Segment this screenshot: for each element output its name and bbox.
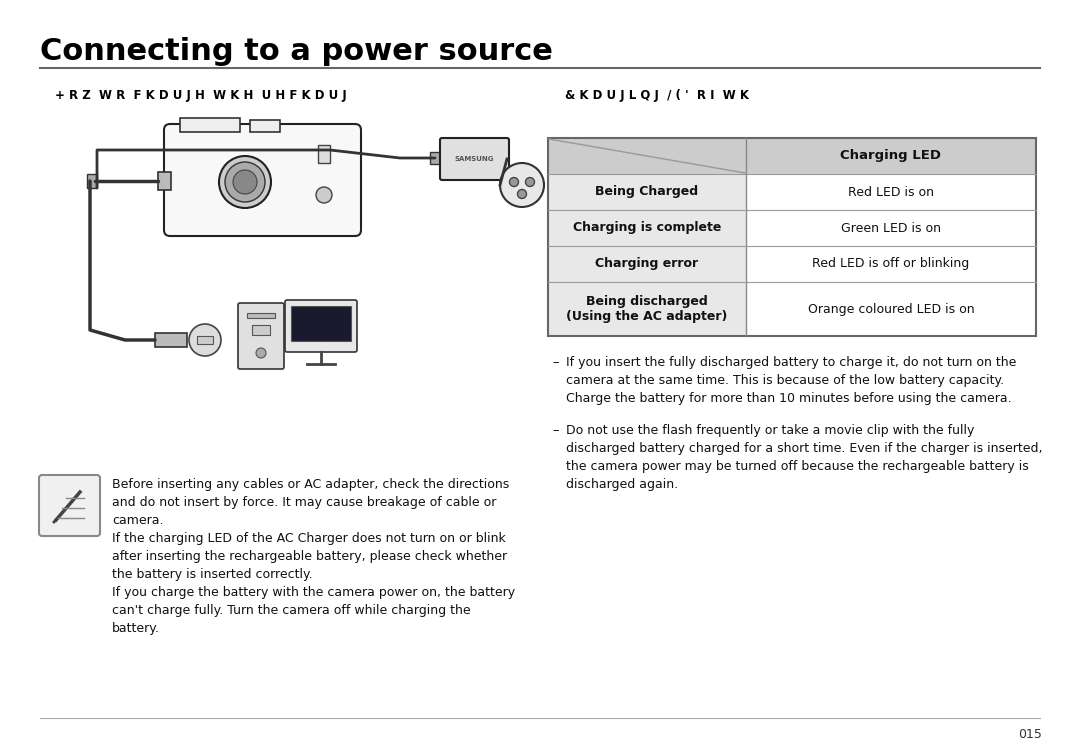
Circle shape — [517, 190, 527, 199]
Text: Connecting to a power source: Connecting to a power source — [40, 38, 553, 66]
Text: If you charge the battery with the camera power on, the battery
can't charge ful: If you charge the battery with the camer… — [112, 586, 515, 635]
Bar — [156, 333, 187, 347]
Bar — [430, 152, 442, 164]
Bar — [197, 336, 213, 344]
Text: Red LED is off or blinking: Red LED is off or blinking — [812, 257, 970, 271]
Text: Charging LED: Charging LED — [840, 150, 942, 162]
Bar — [746, 282, 1036, 336]
Circle shape — [526, 177, 535, 186]
Circle shape — [316, 187, 332, 203]
FancyBboxPatch shape — [39, 475, 100, 536]
Bar — [247, 313, 275, 318]
Bar — [548, 246, 746, 282]
Text: SAMSUNG: SAMSUNG — [455, 156, 494, 162]
Text: Being discharged
(Using the AC adapter): Being discharged (Using the AC adapter) — [566, 295, 728, 323]
FancyBboxPatch shape — [285, 300, 357, 352]
FancyBboxPatch shape — [164, 124, 361, 236]
Text: & K D U J L Q J  / ( '  R I  W K: & K D U J L Q J / ( ' R I W K — [565, 89, 750, 102]
Bar — [180, 118, 240, 132]
Text: Charging error: Charging error — [595, 257, 699, 271]
Circle shape — [233, 170, 257, 194]
Text: –: – — [552, 424, 558, 437]
Bar — [252, 325, 270, 335]
FancyBboxPatch shape — [238, 303, 284, 369]
Text: Before inserting any cables or AC adapter, check the directions
and do not inser: Before inserting any cables or AC adapte… — [112, 478, 510, 527]
Circle shape — [256, 348, 266, 358]
Text: Being Charged: Being Charged — [595, 186, 699, 199]
Bar — [291, 306, 351, 341]
Text: If you insert the fully discharged battery to charge it, do not turn on the
came: If you insert the fully discharged batte… — [566, 356, 1016, 405]
Bar — [318, 145, 330, 163]
Bar — [746, 174, 1036, 210]
Bar — [249, 120, 280, 132]
Circle shape — [510, 177, 518, 186]
Bar — [87, 174, 97, 188]
Text: 015: 015 — [1018, 727, 1042, 741]
Circle shape — [500, 163, 544, 207]
Circle shape — [189, 324, 221, 356]
Text: Orange coloured LED is on: Orange coloured LED is on — [808, 302, 974, 316]
Bar — [548, 174, 746, 210]
Text: Green LED is on: Green LED is on — [841, 222, 941, 235]
Circle shape — [225, 162, 265, 202]
Circle shape — [219, 156, 271, 208]
FancyBboxPatch shape — [440, 138, 509, 180]
Bar — [548, 210, 746, 246]
Text: Charging is complete: Charging is complete — [572, 222, 721, 235]
Text: Red LED is on: Red LED is on — [848, 186, 934, 199]
Bar — [548, 138, 1036, 174]
Text: + R Z  W R  F K D U J H  W K H  U H F K D U J: + R Z W R F K D U J H W K H U H F K D U … — [55, 89, 347, 102]
Text: –: – — [552, 356, 558, 369]
Bar — [746, 246, 1036, 282]
Text: If the charging LED of the AC Charger does not turn on or blink
after inserting : If the charging LED of the AC Charger do… — [112, 532, 508, 581]
Bar — [548, 282, 746, 336]
Bar — [548, 138, 1036, 336]
Bar — [746, 210, 1036, 246]
Bar — [158, 172, 171, 190]
Text: Do not use the flash frequently or take a movie clip with the fully
discharged b: Do not use the flash frequently or take … — [566, 424, 1042, 491]
